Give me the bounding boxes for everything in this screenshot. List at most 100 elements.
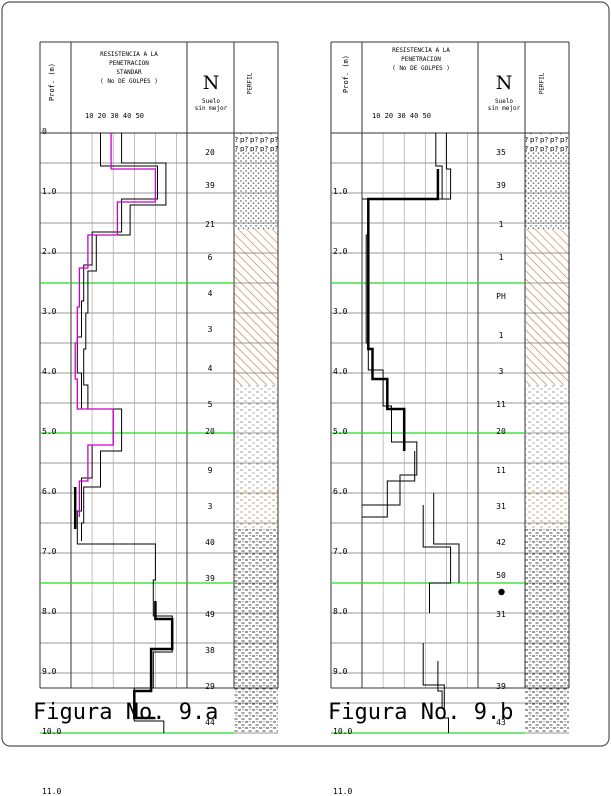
profile-layer-a-1: [234, 151, 278, 229]
n-value-b: 11: [496, 466, 506, 475]
caption-a: Figura No. 9.a: [33, 700, 219, 725]
n-value-a: 20: [205, 427, 215, 436]
n-value-b: 1: [498, 331, 504, 340]
n-label-b: N: [495, 72, 513, 94]
n-value-a: 40: [205, 538, 215, 547]
n-value-a: 4: [207, 289, 213, 298]
depth-tick-b: 10.0: [333, 727, 353, 736]
spt-curve-b-6: [422, 643, 449, 733]
resistance-title-b: RESISTENCIA A LA PENETRACION ( No DE GOL…: [362, 46, 480, 73]
n-value-b: 43: [496, 718, 506, 727]
profile-label-a: PERFIL: [246, 72, 254, 95]
n-value-b: 42: [496, 538, 506, 547]
profile-layer-b-3: [525, 385, 569, 487]
x-ticks-b: 10 20 30 40 50: [372, 112, 432, 120]
figure-b-panel: [330, 41, 570, 734]
resistance-line-b-1: RESISTENCIA A LA: [392, 47, 450, 54]
n-value-b: PH: [496, 292, 506, 301]
caption-b: Figura No. 9.b: [328, 700, 514, 725]
n-value-b: 11: [496, 400, 506, 409]
depth-tick-a: 10.0: [42, 727, 62, 736]
n-value-a: 39: [205, 574, 215, 583]
figure-a-panel: [39, 41, 279, 734]
profile-layer-b-4: [525, 487, 569, 529]
n-value-a: 5: [207, 400, 213, 409]
depth-tick-b: 6.0: [333, 487, 348, 496]
profile-layer-b-1: [525, 151, 569, 229]
profile-layer-b-0: [525, 133, 569, 151]
outer-border: [1, 1, 610, 747]
resistance-line-b-3: ( No DE GOLPES ): [392, 65, 450, 72]
depth-tick-b: 1.0: [333, 187, 348, 196]
profile-layer-a-3: [234, 385, 278, 487]
depth-tick-a: 4.0: [42, 367, 57, 376]
resistance-line-b-2: PENETRACION: [401, 56, 441, 63]
spt-curve-b-4: [422, 505, 452, 613]
depth-tick-b: 11.0: [333, 787, 353, 796]
depth-tick-a: 2.0: [42, 247, 57, 256]
depth-tick-b: 3.0: [333, 307, 348, 316]
n-value-b: 50: [496, 571, 506, 580]
n-sub-a: Suelo sin mejor: [188, 98, 234, 112]
n-value-a: 3: [207, 325, 213, 334]
profile-label-b: PERFIL: [538, 72, 546, 95]
n-value-a: 4: [207, 364, 213, 373]
spt-curve-b-5: [433, 493, 460, 583]
n-value-a: 9: [207, 466, 213, 475]
profile-layer-a-4: [234, 487, 278, 529]
marker-dot-b: [498, 588, 505, 596]
n-value-b: 1: [498, 220, 504, 229]
depth-tick-b: 2.0: [333, 247, 348, 256]
n-value-a: 6: [207, 253, 213, 262]
n-sub-a-2: sin mejor: [194, 105, 228, 112]
n-value-b: 39: [496, 181, 506, 190]
depth-tick-a: 8.0: [42, 607, 57, 616]
n-value-b: 1: [498, 253, 504, 262]
n-value-b: 20: [496, 427, 506, 436]
x-ticks-a: 10 20 30 40 50: [85, 112, 145, 120]
resistance-line-a-2: PENETRACION: [109, 60, 149, 67]
depth-tick-a: 9.0: [42, 667, 57, 676]
spt-curve-b-3: [367, 169, 440, 451]
depth-tick-a: 3.0: [42, 307, 57, 316]
profile-layer-b-2: [525, 229, 569, 385]
depth-tick-a: 1.0: [42, 187, 57, 196]
n-label-a: N: [202, 72, 220, 94]
n-value-a: 44: [205, 718, 215, 727]
depth-tick-b: 9.0: [333, 667, 348, 676]
n-value-b: 31: [496, 610, 506, 619]
n-value-a: 38: [205, 646, 215, 655]
spt-curve-a-4: [74, 133, 157, 517]
n-sub-b-1: Suelo: [494, 98, 514, 105]
profile-layer-a-2: [234, 229, 278, 385]
n-sub-b-2: sin mejor: [487, 105, 521, 112]
depth-tick-a: 6.0: [42, 487, 57, 496]
n-value-a: 20: [205, 148, 215, 157]
n-value-b: 3: [498, 367, 504, 376]
spt-curve-b-0: [362, 133, 443, 506]
spt-curve-b-2: [362, 451, 416, 518]
resistance-line-a-1: RESISTENCIA A LA: [100, 51, 158, 58]
figure-frame: p?: [1, 1, 610, 747]
n-sub-a-1: Suelo: [201, 98, 221, 105]
depth-tick-a: 7.0: [42, 547, 57, 556]
n-value-a: 39: [205, 181, 215, 190]
profile-layer-a-5: [234, 529, 278, 733]
profile-layer-b-5: [525, 529, 569, 733]
n-value-b: 35: [496, 148, 506, 157]
n-value-a: 21: [205, 220, 215, 229]
depth-tick-b: 5.0: [333, 427, 348, 436]
depth-tick-a: 5.0: [42, 427, 57, 436]
n-value-a: 29: [205, 682, 215, 691]
spt-curve-a-3: [133, 601, 174, 720]
resistance-line-a-4: ( No DE GOLPES ): [100, 78, 158, 85]
n-sub-b: Suelo sin mejor: [481, 98, 527, 112]
spt-curve-b-7: [437, 661, 443, 709]
depth-tick-b: 4.0: [333, 367, 348, 376]
resistance-title-a: RESISTENCIA A LA PENETRACION STANDAR ( N…: [70, 50, 188, 86]
spt-curve-a-1: [81, 133, 167, 541]
depth-tick-a: 11.0: [42, 787, 62, 796]
resistance-line-a-3: STANDAR: [116, 69, 142, 76]
depth-tick-b: 7.0: [333, 547, 348, 556]
n-value-b: 39: [496, 682, 506, 691]
